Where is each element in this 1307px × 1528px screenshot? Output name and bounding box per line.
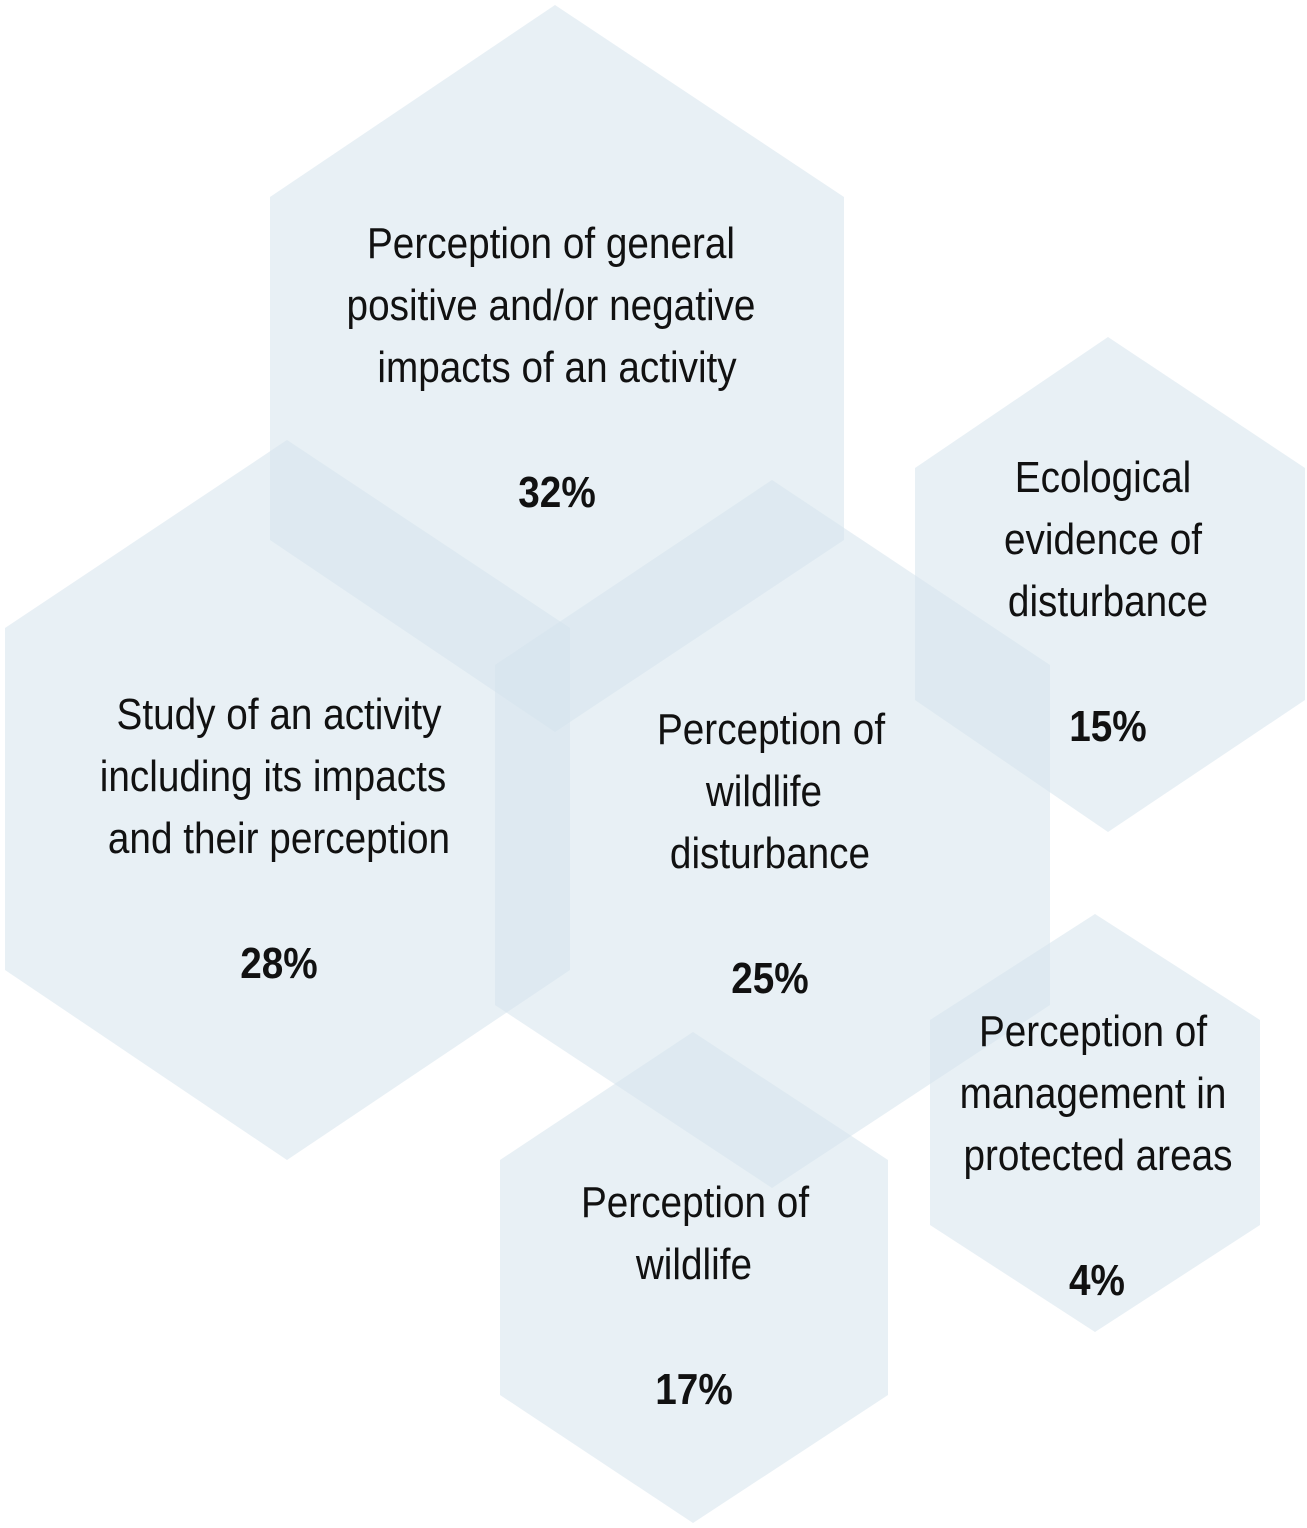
hexagon-activity-study	[5, 440, 570, 1160]
hexagon-percentage: 25%	[731, 953, 808, 1003]
hexagon-label-line: wildlife	[635, 1239, 752, 1289]
hexagon-group-wildlife-disturbance: Perception of wildlife disturbance 25%	[657, 704, 886, 1003]
hexagon-label-line: impacts of an activity	[377, 342, 737, 392]
hexagon-group-management: Perception of management in protected ar…	[960, 1006, 1233, 1305]
hexagon-label-line: Perception of	[979, 1006, 1208, 1056]
hexagon-percentage: 17%	[655, 1364, 732, 1414]
hexagon-group-wildlife: Perception of wildlife 17%	[581, 1177, 810, 1414]
hexagon-label-line: disturbance	[1008, 576, 1208, 626]
hexagon-label-line: and their perception	[108, 813, 450, 863]
hexagon-label-line: Ecological	[1015, 452, 1191, 502]
hexagon-label-line: Perception of	[657, 704, 886, 754]
hexagon-label-line: management in	[960, 1068, 1227, 1118]
hexagon-group-activity-study: Study of an activity including its impac…	[100, 689, 450, 988]
hexagon-label-line: Perception of general	[367, 218, 735, 268]
hexagon-label-line: wildlife	[705, 766, 822, 816]
hexagon-management	[930, 914, 1260, 1332]
hexagon-label-line: protected areas	[963, 1130, 1232, 1180]
hexagon-percentage: 4%	[1069, 1255, 1125, 1305]
hexagon-wildlife-disturbance	[495, 480, 1050, 1188]
hexagon-shapes	[5, 5, 1305, 1523]
hexagon-group-ecological-evidence: Ecological evidence of disturbance 15%	[1004, 452, 1208, 751]
hexagon-label-line: disturbance	[670, 828, 870, 878]
hexagon-percentage: 28%	[240, 938, 317, 988]
hexagon-group-general-impacts: Perception of general positive and/or ne…	[347, 218, 756, 517]
hexagon-label-line: including its impacts	[100, 751, 446, 801]
hexagon-percentage: 32%	[518, 467, 595, 517]
hexagon-label-line: Perception of	[581, 1177, 810, 1227]
hexagon-ecological-evidence	[915, 337, 1305, 832]
hexagon-label-line: evidence of	[1004, 514, 1202, 564]
hexagon-label-line: positive and/or negative	[347, 280, 756, 330]
hexagon-label-line: Study of an activity	[117, 689, 442, 739]
hexagon-percentage: 15%	[1069, 701, 1146, 751]
hexagon-wildlife	[500, 1032, 888, 1523]
